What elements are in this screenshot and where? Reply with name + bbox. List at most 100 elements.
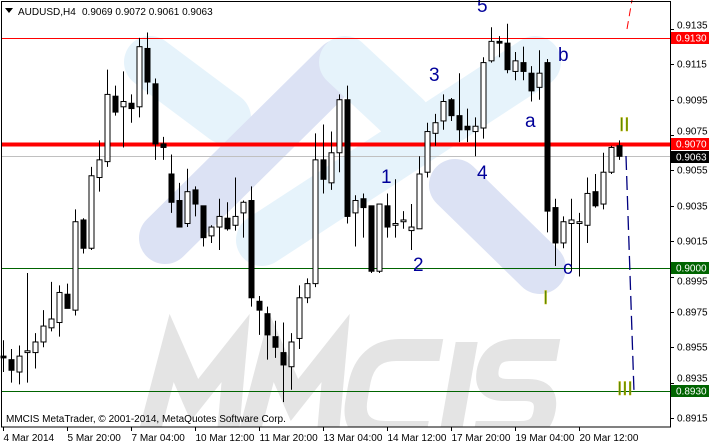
candle-body-bull xyxy=(376,203,383,272)
wave-label-1: 1 xyxy=(381,167,392,188)
candle-body-bull xyxy=(408,226,415,232)
candle xyxy=(520,46,527,81)
x-tick-label: 17 Mar 20:00 xyxy=(452,433,511,444)
candle-body-bear xyxy=(544,62,551,212)
badge-label: 0.9063 xyxy=(676,153,707,164)
x-tick-label: 5 Mar 20:00 xyxy=(68,433,122,444)
y-tick-label: 0.8955 xyxy=(677,343,708,354)
horizontal-levels xyxy=(2,38,670,392)
candle-body-bear xyxy=(160,143,167,148)
x-tick-label: 13 Mar 04:00 xyxy=(324,433,383,444)
wave-label-b: b xyxy=(558,45,569,66)
y-tick-label: 0.8975 xyxy=(677,308,708,319)
candle-body-bull xyxy=(608,146,615,173)
candle xyxy=(408,204,415,251)
candle-body-bull xyxy=(216,215,223,228)
candle-body-bull xyxy=(424,131,431,173)
candle-body-bull xyxy=(24,350,31,354)
price-badge-0.9063: 0.9063 xyxy=(671,151,709,164)
candle xyxy=(400,211,407,229)
projection-dashed-line-red xyxy=(626,0,633,30)
candle-body-bull xyxy=(352,200,359,214)
candle xyxy=(48,281,55,332)
x-tick-label: 7 Mar 04:00 xyxy=(132,433,186,444)
candle-body-bull xyxy=(288,341,295,368)
candle xyxy=(504,23,511,74)
candle-body-bull xyxy=(120,100,127,108)
candle-body-bull xyxy=(304,283,311,299)
candle xyxy=(584,177,591,243)
wave-label-I: I xyxy=(543,288,548,309)
candle xyxy=(296,285,303,350)
symbol-label: AUDUSD,H4 xyxy=(18,7,76,18)
candle xyxy=(432,113,439,146)
y-tick-label: 0.8995 xyxy=(677,277,708,288)
candle xyxy=(360,193,367,238)
candle xyxy=(88,166,95,251)
candle-body-bull xyxy=(600,171,607,205)
price-badge-0.9070: 0.9070 xyxy=(671,138,709,151)
price-axis[interactable]: 0.9135 0.9115 0.9095 0.9075 0.9055 0.9035 0.90… xyxy=(670,21,708,425)
candle-body-bear xyxy=(504,42,511,71)
badge-background xyxy=(671,262,709,274)
candle xyxy=(512,51,519,81)
candle-body-bull xyxy=(472,125,479,133)
y-tick-label: 0.9095 xyxy=(677,96,708,107)
y-tick-label: 0.9035 xyxy=(677,202,708,213)
candle xyxy=(376,203,383,274)
badge-label: 0.8930 xyxy=(676,387,707,398)
candle-body-bull xyxy=(104,93,111,163)
candle-body-bull xyxy=(440,100,447,122)
candle-body-bull xyxy=(584,192,591,226)
candle-body-bear xyxy=(344,99,351,217)
candle xyxy=(552,198,559,266)
candle-body-bear xyxy=(360,198,367,209)
candle-body-bull xyxy=(88,175,95,249)
candle-body-bear xyxy=(456,115,463,131)
candle xyxy=(440,94,447,130)
candle-body-bull xyxy=(232,215,239,226)
candle xyxy=(176,182,183,228)
candle-body-bear xyxy=(128,102,135,110)
candle-body-bear xyxy=(448,99,455,117)
badge-background xyxy=(671,151,709,163)
candle xyxy=(32,333,39,369)
candle xyxy=(536,50,543,100)
candle xyxy=(256,295,263,335)
y-tick-label: 0.9075 xyxy=(677,127,708,138)
triangle-down-icon[interactable] xyxy=(5,8,13,13)
candle xyxy=(488,27,495,63)
x-tick-label: 14 Mar 12:00 xyxy=(388,433,447,444)
candle xyxy=(448,97,455,121)
wave-label-c: c xyxy=(563,258,573,279)
badge-label: 0.9070 xyxy=(676,140,707,151)
plot-border xyxy=(1,1,671,428)
candle xyxy=(104,69,111,167)
candle-body-bull xyxy=(416,173,423,230)
candle-body-bull xyxy=(184,191,191,225)
candle xyxy=(456,73,463,143)
badge-label: 0.9130 xyxy=(676,34,707,45)
candle xyxy=(120,71,127,148)
x-tick-label: 10 Mar 12:00 xyxy=(196,433,255,444)
candle xyxy=(216,198,223,251)
candle-body-bear xyxy=(616,145,623,157)
candle xyxy=(136,37,143,118)
logo-band xyxy=(124,36,251,144)
candle xyxy=(576,212,583,277)
candle xyxy=(152,78,159,160)
candle-body-bull xyxy=(296,297,303,339)
candle-body-bear xyxy=(552,207,559,244)
candle xyxy=(352,195,359,247)
y-tick-label: 0.9115 xyxy=(677,60,707,71)
candle-body-bull xyxy=(536,72,543,88)
candle-body-bull xyxy=(48,318,55,329)
candle-body-bear xyxy=(192,189,199,205)
time-axis[interactable]: 4 Mar 2014 5 Mar 20:00 7 Mar 04:00 10 Mar 1… xyxy=(3,427,639,444)
y-tick-label: 0.8915 xyxy=(677,414,708,425)
candle-body-bear xyxy=(368,205,375,272)
candle-body-bear xyxy=(264,313,271,336)
candle-body-bull xyxy=(392,223,399,226)
candles xyxy=(0,23,623,403)
